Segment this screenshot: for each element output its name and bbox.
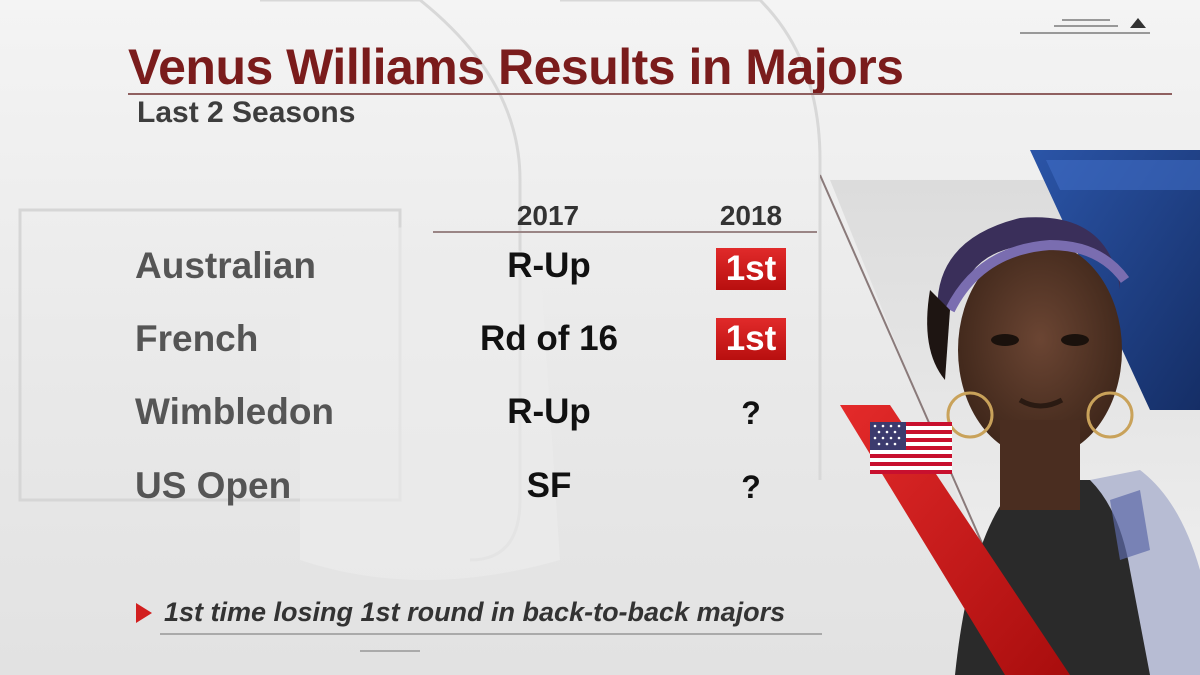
column-header-2017: 2017 [516,200,580,231]
play-arrow-icon [136,602,152,623]
column-header-2018: 2018 [719,200,783,231]
footnote: 1st time losing 1st round in back-to-bac… [136,597,785,628]
cell-french-2017: Rd of 16 [479,319,619,358]
page-subtitle: Last 2 Seasons [137,96,356,129]
footnote-divider [160,633,822,635]
row-label-australian: Australian [135,245,316,286]
header-divider [433,231,817,233]
cell-french-2018: 1st [716,318,786,360]
cell-us-open-2018: ? [741,469,761,505]
cell-wimbledon-2017: R-Up [507,392,591,431]
row-label-wimbledon: Wimbledon [135,391,335,432]
page-title: Venus Williams Results in Majors [128,39,904,95]
footnote-text: 1st time losing 1st round in back-to-bac… [164,597,786,627]
cell-australian-2017: R-Up [507,246,591,285]
cell-australian-2018: 1st [716,248,786,290]
cell-us-open-2017: SF [526,466,572,505]
corner-decoration [1020,18,1150,34]
row-label-french: French [135,318,259,359]
player-photo-panel [820,150,1200,675]
us-flag-icon [870,422,952,474]
cell-wimbledon-2018: ? [741,395,761,431]
row-label-us-open: US Open [135,465,292,506]
bottom-mark [360,650,420,652]
title-divider [128,93,1172,95]
